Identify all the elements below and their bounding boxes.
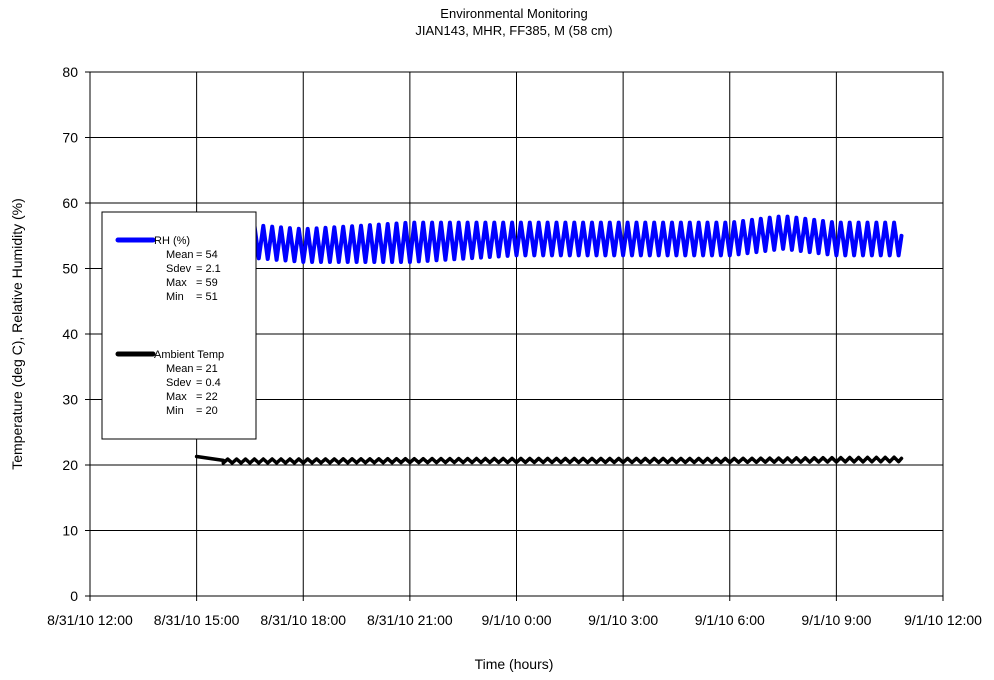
legend-stat-label: Mean: [166, 363, 194, 375]
legend-stat-value: = 20: [196, 405, 218, 417]
x-tick-label: 8/31/10 18:00: [260, 612, 346, 628]
x-tick-label: 8/31/10 12:00: [47, 612, 133, 628]
x-tick-label: 9/1/10 3:00: [588, 612, 658, 628]
y-tick-label: 30: [62, 392, 78, 408]
x-axis: 8/31/10 12:00 8/31/10 15:00 8/31/10 18:00 8…: [47, 596, 982, 628]
y-tick-label: 10: [62, 523, 78, 539]
legend-box: [101, 211, 257, 440]
legend-stat-value: = 2.1: [196, 263, 221, 275]
legend-stat-value: = 0.4: [196, 377, 221, 389]
y-tick-label: 20: [62, 457, 78, 473]
x-tick-label: 9/1/10 12:00: [904, 612, 982, 628]
series-layer: [194, 214, 904, 465]
y-axis-title: Temperature (deg C), Relative Humidity (…: [9, 198, 25, 470]
legend-stat-label: Min: [166, 405, 184, 417]
x-tick-label: 8/31/10 15:00: [154, 612, 240, 628]
y-tick-label: 80: [62, 64, 78, 80]
y-tick-label: 0: [70, 588, 78, 604]
chart-title: Environmental Monitoring: [440, 6, 587, 21]
legend-stat-value: = 59: [196, 277, 218, 289]
x-tick-label: 8/31/10 21:00: [367, 612, 453, 628]
legend-stat-label: Min: [166, 291, 184, 303]
legend-stat-label: Sdev: [166, 377, 192, 389]
legend-series-name: RH (%): [154, 235, 190, 247]
legend-stat-label: Max: [166, 277, 187, 289]
y-axis: 0 10 20 30 40 50 60 70 80: [62, 64, 90, 604]
y-tick-label: 60: [62, 195, 78, 211]
legend-stat-label: Max: [166, 391, 187, 403]
legend-series-name: Ambient Temp: [154, 349, 224, 361]
legend-stat-value: = 51: [196, 291, 218, 303]
legend-stat-label: Sdev: [166, 263, 192, 275]
x-tick-label: 9/1/10 6:00: [695, 612, 765, 628]
legend-stat-value: = 54: [196, 249, 218, 261]
y-tick-label: 50: [62, 261, 78, 277]
series-line-rh: [221, 214, 904, 264]
series-line-ambient-temp: [194, 454, 904, 465]
chart-subtitle: JIAN143, MHR, FF385, M (58 cm): [415, 23, 612, 38]
y-tick-label: 40: [62, 326, 78, 342]
legend-stat-value: = 21: [196, 363, 218, 375]
legend-stat-label: Mean: [166, 249, 194, 261]
x-axis-title: Time (hours): [475, 656, 554, 672]
x-tick-label: 9/1/10 0:00: [481, 612, 551, 628]
x-tick-label: 9/1/10 9:00: [801, 612, 871, 628]
legend-stat-value: = 22: [196, 391, 218, 403]
y-tick-label: 70: [62, 130, 78, 146]
